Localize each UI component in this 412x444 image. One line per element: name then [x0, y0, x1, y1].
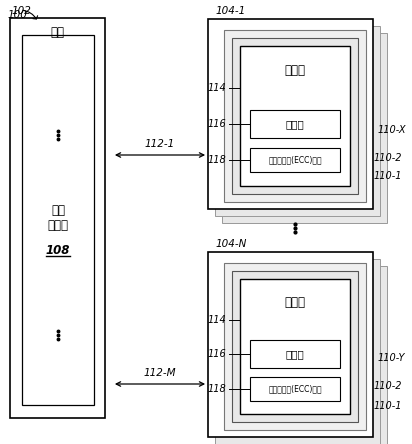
Text: 缓冲器: 缓冲器 — [286, 119, 304, 129]
Bar — [215, 259, 380, 444]
Bar — [222, 33, 387, 223]
Text: 110-1: 110-1 — [374, 171, 403, 181]
Bar — [10, 18, 105, 418]
Bar — [240, 279, 350, 414]
Text: 114: 114 — [207, 315, 226, 325]
Text: 110-Y: 110-Y — [378, 353, 405, 363]
Text: 118: 118 — [207, 384, 226, 394]
Text: 114: 114 — [207, 83, 226, 93]
Text: 错误校正码(ECC)模块: 错误校正码(ECC)模块 — [268, 155, 322, 164]
Bar — [208, 19, 373, 209]
Text: 116: 116 — [207, 119, 226, 129]
Bar — [222, 266, 387, 444]
Bar — [224, 30, 366, 202]
Bar — [240, 46, 350, 186]
Text: 110-2: 110-2 — [374, 153, 403, 163]
Bar — [232, 271, 358, 422]
Text: 控制器: 控制器 — [285, 297, 306, 309]
Text: 104-1: 104-1 — [216, 6, 246, 16]
Bar — [224, 263, 366, 430]
Text: 110-X: 110-X — [378, 125, 407, 135]
Bar — [250, 148, 340, 172]
Text: 112-M: 112-M — [144, 368, 176, 378]
Text: 110-2: 110-2 — [374, 381, 403, 391]
Text: 102: 102 — [12, 6, 32, 16]
Text: 100: 100 — [8, 10, 28, 20]
Text: 112-1: 112-1 — [145, 139, 175, 149]
Text: 110-1: 110-1 — [374, 401, 403, 411]
Text: 错误校正码(ECC)模块: 错误校正码(ECC)模块 — [268, 385, 322, 393]
Bar — [232, 38, 358, 194]
Text: 116: 116 — [207, 349, 226, 359]
Bar — [208, 252, 373, 437]
Bar — [250, 377, 340, 401]
Bar — [250, 110, 340, 138]
Bar — [250, 340, 340, 368]
Text: 控制器: 控制器 — [285, 63, 306, 76]
Text: 主机: 主机 — [51, 25, 65, 39]
Text: 104-N: 104-N — [216, 239, 247, 249]
Bar — [22, 35, 94, 405]
Text: 118: 118 — [207, 155, 226, 165]
Text: 主机
控制器: 主机 控制器 — [47, 204, 68, 232]
Bar — [215, 26, 380, 216]
Text: 108: 108 — [46, 243, 70, 257]
Text: 缓冲器: 缓冲器 — [286, 349, 304, 359]
